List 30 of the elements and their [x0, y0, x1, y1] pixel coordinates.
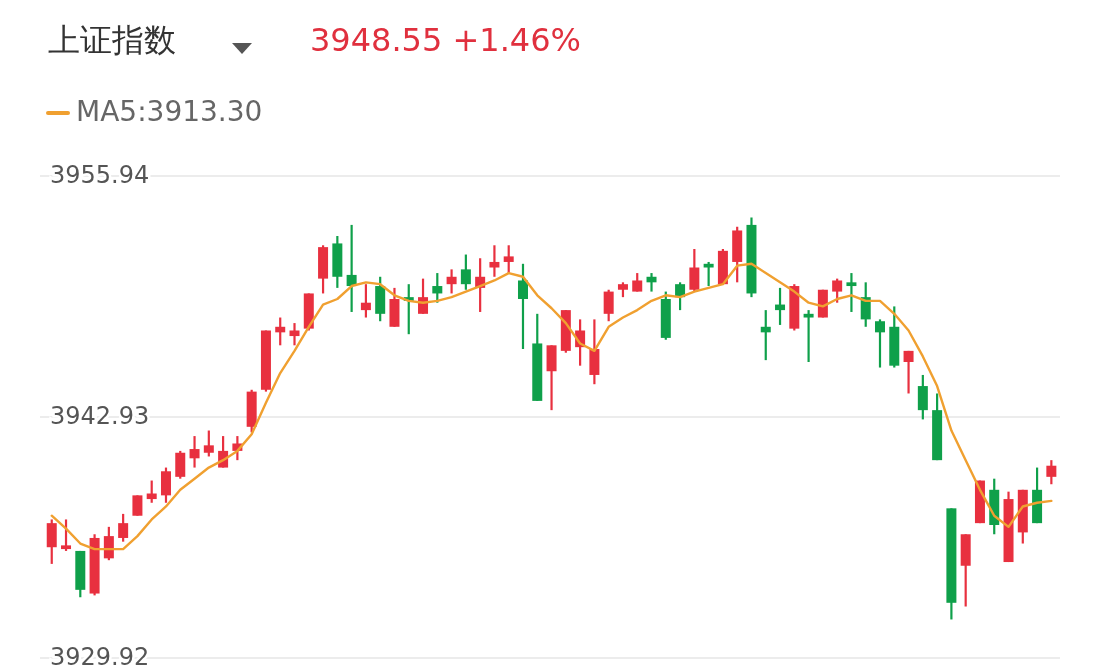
chart-title: 上证指数: [48, 21, 176, 59]
candlestick: [189, 434, 200, 469]
candlestick: [118, 512, 129, 543]
chart-subtitle: 3948.55 +1.46%: [310, 21, 581, 59]
candlestick: [289, 321, 300, 347]
candlestick: [689, 247, 700, 293]
y-tick-label: 3955.94: [50, 161, 150, 189]
candlestick: [603, 288, 614, 323]
candlestick: [875, 318, 885, 369]
candlestick: [903, 349, 914, 395]
candlestick: [203, 429, 214, 458]
candlestick: [61, 518, 72, 553]
candlestick: [832, 277, 843, 304]
candlestick: [517, 262, 528, 351]
y-tick-label: 3929.92: [50, 643, 150, 667]
candlestick: [360, 283, 371, 319]
candlestick: [489, 244, 500, 278]
candlestick: [503, 244, 514, 275]
y-tick-label: 3942.93: [50, 402, 150, 430]
candlestick: [446, 268, 457, 295]
candlestick: [803, 309, 814, 364]
candlestick: [846, 271, 857, 314]
candlestick: [132, 494, 143, 517]
candlestick: [460, 253, 471, 291]
legend-label: MA5:3913.30: [76, 95, 263, 128]
candlestick: [1046, 459, 1057, 486]
candlestick: [703, 260, 714, 288]
candlestick: [632, 271, 643, 293]
candlestick: [103, 525, 114, 562]
candlestick: [432, 271, 443, 304]
